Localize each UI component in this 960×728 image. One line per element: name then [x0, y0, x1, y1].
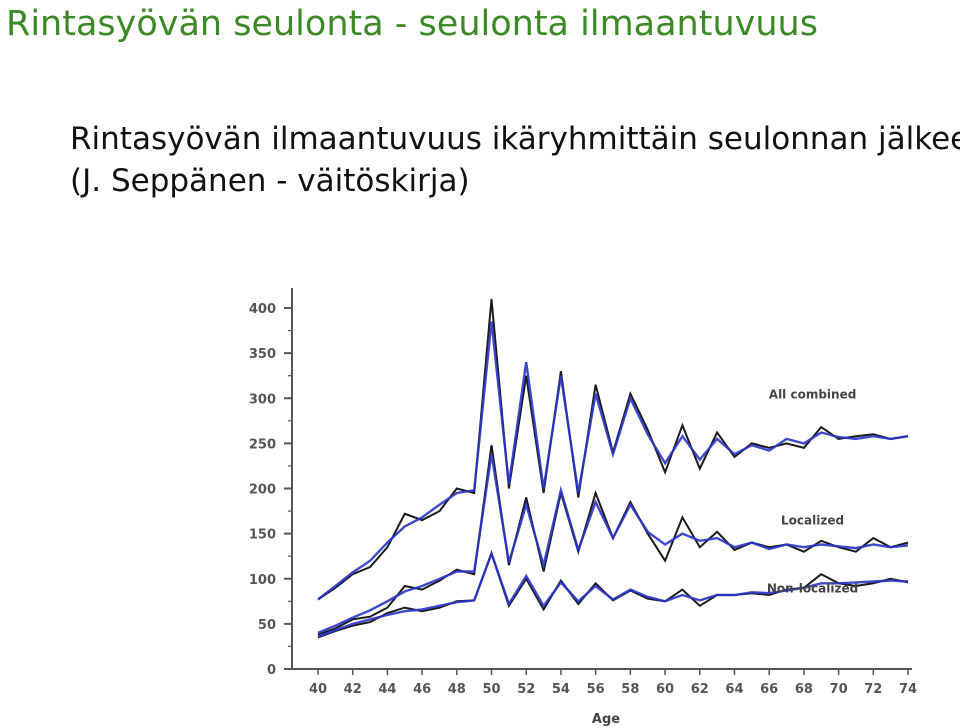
series-all-combined-fitted-line: [317, 321, 909, 601]
series-all-combined-observed-line: [317, 298, 909, 601]
x-tick-label: 40: [309, 682, 327, 697]
x-tick-label: 52: [517, 682, 535, 697]
x-tick-label: 68: [795, 682, 813, 697]
series-non-localized-fitted-line: [317, 549, 909, 638]
x-tick-label: 56: [587, 682, 605, 697]
y-tick-label: 400: [249, 302, 276, 317]
incidence-chart: 0 50 100 150 200 250 300 350 400 40 42 44 46 48 50 52 5…: [236, 278, 926, 728]
series-all-combined-label: All combined: [769, 387, 857, 401]
x-tick-label: 48: [448, 682, 466, 697]
x-tick-label: 60: [656, 682, 674, 697]
slide-subtitle: Rintasyövän ilmaantuvuus ikäryhmittäin s…: [70, 118, 960, 202]
x-tick-label: 66: [760, 682, 778, 697]
y-tick-label: 200: [249, 483, 276, 498]
y-tick-label: 0: [267, 663, 276, 678]
y-tick-label: 150: [249, 528, 276, 543]
y-axis-ticks: 0 50 100 150 200 250 300 350 400: [249, 302, 292, 678]
series-labels: All combined Localized Non-localized: [767, 387, 858, 595]
series-non-localized-label: Non-localized: [767, 581, 858, 595]
x-tick-label: 62: [691, 682, 709, 697]
y-tick-label: 250: [249, 437, 276, 452]
x-axis-title: Age: [592, 712, 620, 727]
series-localized-fitted-line: [317, 454, 909, 635]
x-tick-label: 50: [482, 682, 500, 697]
chart-axes: [288, 288, 912, 670]
x-tick-label: 74: [899, 682, 917, 697]
series-localized-label: Localized: [781, 514, 844, 528]
x-tick-label: 64: [725, 682, 743, 697]
x-tick-label: 44: [378, 682, 396, 697]
series-non-localized-observed-line: [317, 550, 909, 639]
slide-title: Rintasyövän seulonta - seulonta ilmaantu…: [6, 4, 818, 44]
y-tick-label: 50: [258, 618, 276, 633]
chart-svg: 0 50 100 150 200 250 300 350 400 40 42 44 46 48 50 52 5…: [249, 288, 917, 727]
y-tick-label: 100: [249, 573, 276, 588]
x-tick-label: 58: [621, 682, 639, 697]
subtitle-line-2: (J. Seppänen - väitöskirja): [70, 163, 470, 199]
x-tick-label: 46: [413, 682, 431, 697]
y-tick-label: 300: [249, 392, 276, 407]
x-tick-label: 54: [552, 682, 570, 697]
x-axis-ticks: 40 42 44 46 48 50 52 54 56 58 60 62 64 66 68 70 72 74: [309, 669, 917, 697]
series-lines: [317, 298, 909, 639]
x-tick-label: 72: [864, 682, 882, 697]
x-tick-label: 70: [830, 682, 848, 697]
y-tick-label: 350: [249, 347, 276, 362]
subtitle-line-1: Rintasyövän ilmaantuvuus ikäryhmittäin s…: [70, 121, 960, 157]
x-tick-label: 42: [344, 682, 362, 697]
